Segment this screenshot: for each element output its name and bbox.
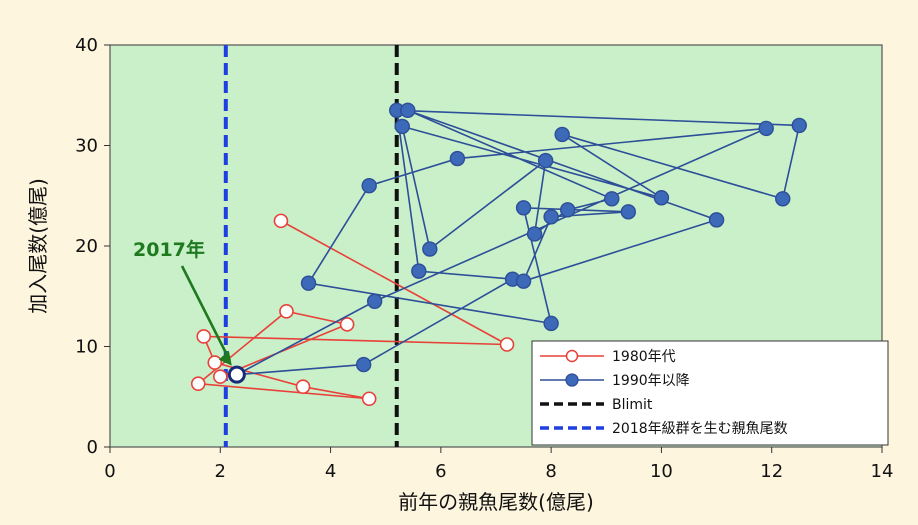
data-point [355, 356, 372, 373]
annotation-arrow-line [180, 265, 231, 362]
highlight-point-2017 [227, 365, 246, 384]
data-point [279, 304, 294, 319]
data-point [295, 379, 311, 395]
data-point [515, 200, 532, 216]
data-point [300, 275, 317, 291]
legend-row-1990s: 1990年以降 [540, 373, 690, 389]
annotation-label: 2017年 [133, 238, 205, 261]
data-point [526, 226, 543, 242]
x-tick-label: 2 [215, 461, 226, 482]
data-point [543, 315, 559, 332]
y-tick-label: 40 [75, 35, 98, 56]
legend: 1980年代 1990年以降 Blimit 2018年級群を生む親魚尾数 [531, 340, 889, 446]
legend-label-2018: 2018年級群を生む親魚尾数 [612, 421, 788, 437]
x-tick-label: 4 [325, 461, 336, 482]
data-point [411, 263, 427, 279]
data-point [620, 204, 637, 220]
legend-box [531, 340, 889, 446]
data-point [339, 317, 355, 332]
x-tick-label: 8 [545, 461, 556, 482]
legend-label-blimit: Blimit [612, 397, 653, 413]
data-point [543, 209, 559, 225]
y-tick-label: 0 [87, 437, 98, 458]
legend-swatch-marker [565, 373, 579, 387]
data-point [708, 212, 725, 228]
data-point [758, 120, 774, 137]
data-point [515, 273, 532, 289]
y-tick-label: 20 [75, 236, 98, 257]
data-point [449, 150, 466, 167]
x-axis-label: 前年の親魚尾数(億尾) [398, 490, 594, 514]
data-point [537, 152, 554, 169]
data-point [196, 329, 212, 344]
data-point [554, 126, 570, 143]
legend-row-2018: 2018年級群を生む親魚尾数 [540, 421, 788, 437]
x-tick-label: 6 [435, 461, 446, 482]
x-tick-label: 0 [104, 461, 115, 482]
data-point [400, 102, 416, 119]
legend-swatch-marker [565, 349, 579, 363]
x-tick-label: 14 [871, 461, 894, 482]
series-layer [190, 102, 807, 407]
legend-row-1980s: 1980年代 [540, 349, 676, 365]
data-point [212, 369, 228, 384]
legend-label-1980s: 1980年代 [612, 349, 676, 365]
data-point [604, 191, 620, 207]
annotation-arrow-head [218, 350, 232, 366]
data-point [207, 355, 223, 370]
series-0 [190, 213, 515, 407]
legend-row-blimit: Blimit [540, 397, 653, 413]
data-point [499, 337, 515, 352]
data-point [273, 213, 289, 229]
series-line [236, 109, 801, 376]
x-tick-label: 12 [760, 461, 783, 482]
series-line [196, 220, 508, 400]
data-point [366, 293, 383, 309]
data-point [361, 391, 377, 407]
data-point [559, 202, 576, 218]
annotation-2017: 2017年 [133, 238, 232, 366]
ticks-layer: 0 2 4 6 8 10 12 14 0 10 20 30 40 [75, 35, 893, 482]
data-point [394, 118, 410, 135]
data-point [775, 191, 791, 207]
data-point [361, 177, 377, 194]
data-point [791, 117, 807, 134]
y-tick-label: 10 [75, 337, 98, 358]
data-point [190, 376, 206, 391]
data-point [653, 190, 670, 206]
data-point [422, 241, 438, 257]
legend-label-1990s: 1990年以降 [612, 373, 690, 389]
y-axis-label: 加入尾数(億尾) [26, 178, 50, 314]
x-tick-label: 10 [650, 461, 673, 482]
y-tick-label: 30 [75, 136, 98, 157]
